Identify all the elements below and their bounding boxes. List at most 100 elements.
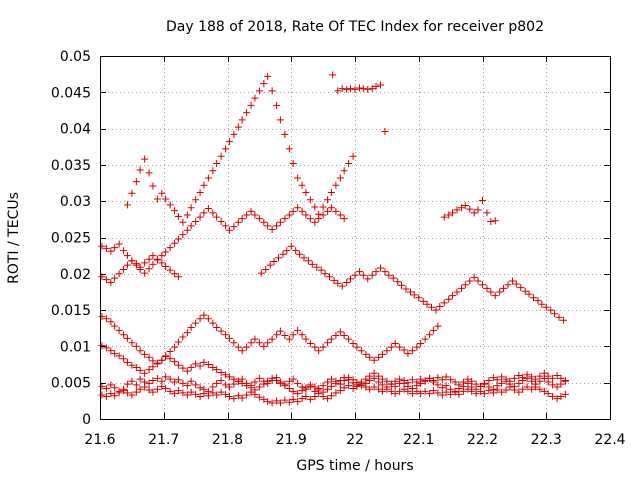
data-point (200, 311, 208, 319)
data-point (387, 343, 395, 351)
data-point (466, 205, 474, 213)
data-point (442, 373, 450, 381)
data-point (132, 381, 140, 389)
data-point (285, 398, 293, 406)
data-point (285, 335, 293, 343)
data-point (294, 379, 302, 387)
data-point (115, 240, 123, 248)
data-point (332, 207, 340, 215)
data-point (510, 386, 518, 394)
data-point (434, 381, 442, 389)
series-band-right-i (440, 196, 499, 226)
data-point (204, 315, 212, 323)
data-point (251, 386, 259, 394)
series-band-mid-c (98, 342, 569, 398)
data-point (128, 361, 136, 369)
data-point (415, 294, 423, 302)
data-point (149, 182, 157, 190)
data-point (340, 215, 348, 223)
data-point (340, 167, 348, 175)
data-point (234, 218, 242, 226)
data-point (536, 372, 544, 380)
data-point (531, 383, 539, 391)
data-point (273, 331, 281, 339)
data-point (158, 356, 166, 364)
data-point (289, 395, 297, 403)
data-point (287, 242, 295, 250)
data-point (455, 390, 463, 398)
data-point (504, 281, 512, 289)
data-point (345, 159, 353, 167)
y-tick-label: 0.03 (60, 194, 91, 210)
data-point (192, 196, 200, 204)
data-point (255, 215, 263, 223)
data-point (145, 255, 153, 263)
data-point (413, 378, 421, 386)
data-point (357, 378, 365, 386)
data-point (162, 195, 170, 203)
x-tick-label: 21.7 (148, 432, 179, 448)
data-point (238, 347, 246, 355)
data-point (410, 291, 418, 299)
data-point (273, 222, 281, 230)
data-point (336, 328, 344, 336)
data-point (128, 377, 136, 385)
data-point (402, 285, 410, 293)
data-point (111, 244, 119, 252)
data-point (230, 339, 238, 347)
data-point (306, 339, 314, 347)
data-point (426, 374, 434, 382)
data-point (347, 85, 355, 93)
series-band-peak-h (329, 71, 389, 136)
data-point (123, 380, 131, 388)
data-point (553, 395, 561, 403)
data-point (429, 387, 437, 395)
data-point (330, 276, 338, 284)
data-point (498, 373, 506, 381)
data-point (383, 385, 391, 393)
data-point (408, 390, 416, 398)
data-point (375, 353, 383, 361)
data-point (171, 343, 179, 351)
data-point (404, 387, 412, 395)
series-band-low-b (98, 380, 569, 407)
data-point (171, 239, 179, 247)
data-point (166, 266, 174, 274)
data-point (115, 270, 123, 278)
series-band-mid-d (98, 311, 442, 368)
data-point (340, 332, 348, 340)
data-point (196, 188, 204, 196)
data-point (324, 207, 332, 215)
data-point (324, 196, 332, 204)
data-point (136, 375, 144, 383)
data-point (153, 256, 161, 264)
data-point (158, 259, 166, 267)
data-point (343, 279, 351, 287)
data-point (502, 375, 510, 383)
data-point (209, 389, 217, 397)
data-point (396, 379, 404, 387)
data-point (470, 209, 478, 217)
data-point (547, 306, 555, 314)
data-point (292, 247, 300, 255)
data-point (329, 71, 337, 79)
data-point (324, 395, 332, 403)
data-point (98, 391, 106, 399)
data-point (213, 391, 221, 399)
data-point (343, 85, 351, 93)
data-point (451, 388, 459, 396)
data-point (281, 382, 289, 390)
data-point (111, 392, 119, 400)
data-point (453, 288, 461, 296)
data-points (98, 71, 569, 407)
data-point (336, 174, 344, 182)
data-point (332, 181, 340, 189)
data-point (428, 303, 435, 311)
data-point (498, 379, 506, 387)
data-point (300, 254, 308, 262)
data-point (120, 247, 128, 255)
data-point (394, 278, 402, 286)
data-point (385, 271, 393, 279)
data-point (132, 363, 140, 371)
data-point (179, 389, 187, 397)
